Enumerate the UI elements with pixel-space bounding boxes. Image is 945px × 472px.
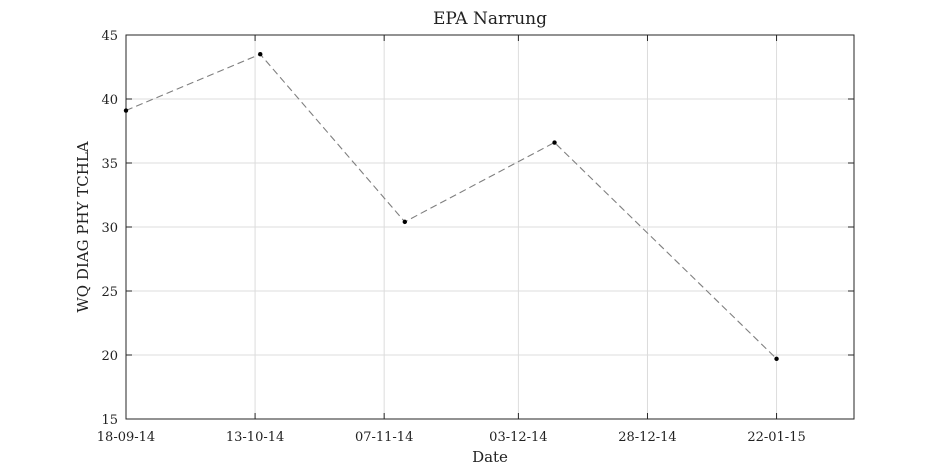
chart-title: EPA Narrung [433, 9, 547, 29]
data-point [123, 108, 129, 113]
y-axis-tick-labels: 15 20 25 30 35 40 45 [101, 29, 118, 428]
data-point [774, 356, 779, 362]
y-tick-label: 15 [101, 413, 118, 428]
data-point [552, 140, 557, 145]
data-point [258, 52, 263, 57]
x-tick-label: 13-10-14 [226, 430, 284, 445]
y-tick-label: 20 [101, 349, 118, 364]
x-tick-label: 03-12-14 [489, 430, 547, 445]
y-tick-label: 30 [101, 221, 118, 236]
y-tick-label: 45 [101, 29, 118, 44]
x-tick-label: 07-11-14 [355, 430, 413, 445]
x-tick-label: 22-01-15 [747, 430, 805, 445]
y-tick-label: 35 [101, 157, 118, 172]
x-axis-label: Date [472, 448, 508, 466]
data-point [402, 219, 408, 225]
y-tick-label: 40 [101, 93, 118, 108]
axis-ticks [125, 34, 854, 420]
y-tick-label: 25 [101, 285, 118, 300]
series-layer [123, 52, 779, 362]
x-tick-label: 28-12-14 [618, 430, 676, 445]
x-axis-tick-labels: 18-09-14 13-10-14 07-11-14 03-12-14 28-12-14… [97, 430, 806, 445]
y-axis-label: WQ DIAG PHY TCHLA [74, 141, 92, 312]
x-tick-label: 18-09-14 [97, 430, 155, 445]
